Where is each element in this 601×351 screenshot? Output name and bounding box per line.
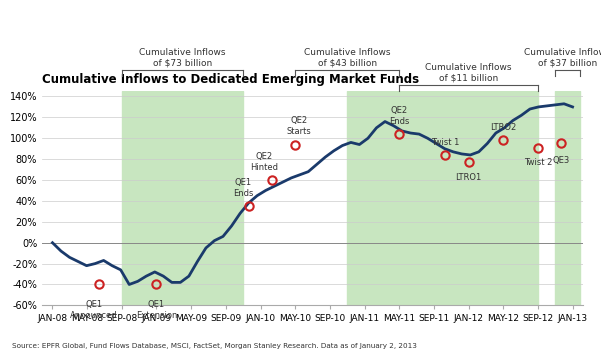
Text: QE1
Ends: QE1 Ends <box>233 178 254 198</box>
Bar <box>347 91 538 305</box>
Text: QE3: QE3 <box>552 156 570 165</box>
Text: Cumulative Inflows
of $73 billion: Cumulative Inflows of $73 billion <box>139 48 226 68</box>
Text: QE2
Ends: QE2 Ends <box>389 106 409 126</box>
Text: Cumulative Inflows to Dedicated Emerging Market Funds: Cumulative Inflows to Dedicated Emerging… <box>42 73 419 86</box>
Text: Twist 2: Twist 2 <box>523 158 552 167</box>
Bar <box>122 91 243 305</box>
Text: Cumulative Inflows
of $11 billion: Cumulative Inflows of $11 billion <box>426 62 512 83</box>
Text: Twist 1: Twist 1 <box>431 138 460 147</box>
Text: QE2
Hinted: QE2 Hinted <box>250 152 278 172</box>
Bar <box>555 91 579 305</box>
Text: LTRO1: LTRO1 <box>456 173 481 182</box>
Text: QE1
Announced: QE1 Announced <box>70 300 118 320</box>
Text: Source: EPFR Global, Fund Flows Database, MSCI, FactSet, Morgan Stanley Research: Source: EPFR Global, Fund Flows Database… <box>12 343 417 349</box>
Text: LTRO2: LTRO2 <box>490 123 516 132</box>
Text: QE1
Extension: QE1 Extension <box>136 300 177 320</box>
Text: Cumulative Inflows
of $37 billion: Cumulative Inflows of $37 billion <box>524 48 601 68</box>
Text: Cumulative Inflows
of $43 billion: Cumulative Inflows of $43 billion <box>304 48 391 68</box>
Text: QE2
Starts: QE2 Starts <box>286 116 311 136</box>
